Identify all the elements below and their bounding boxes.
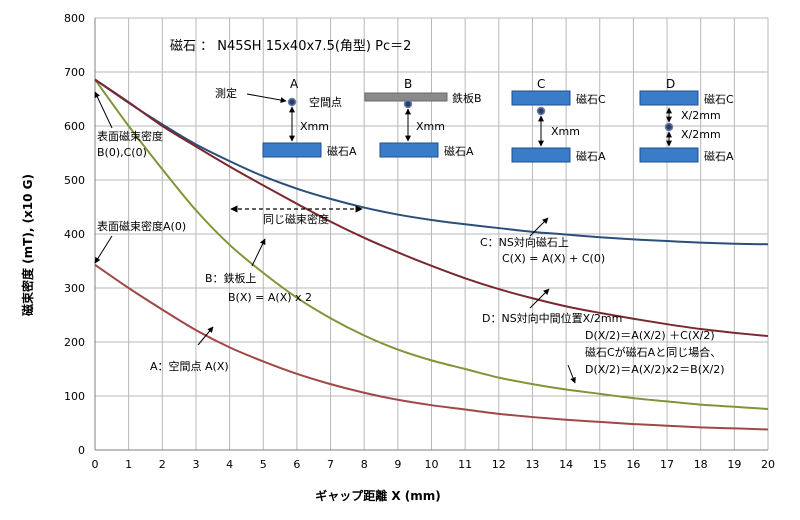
x-tick-label: 4	[226, 458, 233, 471]
x-tick-label: 19	[727, 458, 741, 471]
x-tick-label: 5	[260, 458, 267, 471]
diagram-a-letter: A	[290, 77, 299, 91]
x-tick-label: 6	[293, 458, 300, 471]
d-label-4: D(X/2)＝A(X/2)x2＝B(X/2)	[585, 363, 725, 376]
x-tick-label: 20	[761, 458, 775, 471]
c-label-1: C：NS対向磁石上	[480, 235, 569, 249]
b-label-1: B：鉄板上	[205, 271, 257, 285]
surface-bc-arrow	[94, 91, 113, 129]
diagram-d-top-magnet	[639, 90, 699, 106]
x-tick-label: 12	[492, 458, 506, 471]
chart-title: 磁石 ： N45SH 15x40x7.5(角型) Pc＝2	[170, 39, 411, 54]
diagram-b-magnet	[379, 142, 439, 158]
y-tick-label: 800	[64, 12, 85, 25]
diagram-a-point-label: 空間点	[309, 95, 342, 109]
d-label-2: D(X/2)＝A(X/2) ＋C(X/2)	[585, 329, 715, 342]
d-label-3: 磁石Cが磁石Aと同じ場合、	[585, 345, 721, 359]
diagram-c-point	[536, 106, 546, 116]
x-tick-label: 2	[159, 458, 166, 471]
diagram-a-point	[287, 97, 297, 107]
diagram-b-point	[403, 99, 413, 109]
surface-a-label: 表面磁束密度A(0)	[97, 219, 186, 233]
y-tick-label: 100	[64, 390, 85, 403]
diagram-c-letter: C	[537, 77, 545, 91]
x-tick-label: 14	[559, 458, 573, 471]
y-tick-label: 700	[64, 66, 85, 79]
a-label-arrow	[197, 326, 214, 346]
x-tick-label: 1	[125, 458, 132, 471]
diagram-a-gap: Xmm	[300, 120, 329, 133]
x-tick-label: 13	[525, 458, 539, 471]
x-tick-label: 16	[626, 458, 640, 471]
diagram-b-magnet-label: 磁石A	[444, 145, 474, 158]
y-tick-label: 0	[78, 444, 85, 457]
a-label: A：空間点 A(X)	[150, 359, 229, 373]
diagram-c: C 磁石C Xmm 磁石A	[511, 77, 606, 163]
surface-a-arrow	[94, 235, 113, 264]
x-tick-label: 18	[694, 458, 708, 471]
diagram-a: A 測定 空間点 Xmm 磁石A	[215, 77, 357, 158]
diagram-c-top-label: 磁石C	[576, 93, 606, 106]
diagram-d-gap1: X/2mm	[681, 109, 721, 122]
x-tick-label: 8	[361, 458, 368, 471]
same-density-label: 同じ磁束密度	[263, 212, 329, 226]
surface-bc-label-1: 表面磁束密度	[97, 129, 163, 143]
diagram-b: B 鉄板B Xmm 磁石A	[364, 77, 482, 158]
x-tick-label: 10	[425, 458, 439, 471]
diagram-b-plate-label: 鉄板B	[452, 91, 482, 105]
diagram-b-plate	[364, 92, 448, 102]
diagram-c-magnet-label: 磁石A	[576, 150, 606, 163]
y-tick-label: 400	[64, 228, 85, 241]
diagram-a-magnet	[262, 142, 322, 158]
y-tick-label: 300	[64, 282, 85, 295]
y-tick-label: 500	[64, 174, 85, 187]
diagram-d-magnet	[639, 147, 699, 163]
diagram-c-top-magnet	[511, 90, 571, 106]
b-label-arrow	[251, 238, 266, 267]
diagram-d-gap2: X/2mm	[681, 128, 721, 141]
c-label-arrow	[529, 217, 549, 237]
x-axis-label: ギャップ距離 X (mm)	[315, 488, 441, 503]
x-tick-label: 17	[660, 458, 674, 471]
diagram-a-measure: 測定	[215, 86, 237, 100]
x-tick-label: 15	[593, 458, 607, 471]
diagram-b-gap: Xmm	[416, 120, 445, 133]
diagram-d-letter: D	[666, 77, 675, 91]
x-tick-label: 11	[458, 458, 472, 471]
diagram-c-gap: Xmm	[551, 125, 580, 138]
diagram-c-magnet	[511, 147, 571, 163]
diagram-d: D 磁石C X/2mm X/2mm 磁石A	[639, 77, 734, 163]
diagram-d-top-label: 磁石C	[704, 93, 734, 106]
x-tick-label: 0	[92, 458, 99, 471]
diagram-d-magnet-label: 磁石A	[704, 150, 734, 163]
d-formula-arrow	[567, 364, 576, 384]
diagram-a-measure-arrow	[246, 93, 287, 103]
diagram-b-letter: B	[404, 77, 412, 91]
series-line-d	[94, 78, 769, 338]
y-tick-label: 200	[64, 336, 85, 349]
x-tick-label: 9	[394, 458, 401, 471]
x-tick-label: 7	[327, 458, 334, 471]
diagram-d-point	[664, 122, 674, 132]
d-label-arrow	[529, 288, 550, 309]
c-label-2: C(X) = A(X) + C(0)	[502, 252, 605, 265]
series-line-b	[94, 78, 769, 410]
diagram-a-magnet-label: 磁石A	[327, 145, 357, 158]
x-tick-label: 3	[192, 458, 199, 471]
surface-bc-label-2: B(0),C(0)	[97, 146, 147, 159]
y-tick-labels: 0 100 200 300 400 500 600 700 800	[64, 12, 85, 457]
y-tick-label: 600	[64, 120, 85, 133]
x-tick-labels: 0 1 2 3 4 5 6 7 8 9 10 11 12 13 14 15 16 17 18 19 20	[92, 458, 776, 471]
y-axis-label: 磁束密度 (mT), (x10 G)	[20, 174, 35, 317]
series-line-c	[94, 78, 769, 246]
d-label-1: D：NS対向中間位置X/2mm	[482, 311, 622, 325]
b-label-2: B(X) = A(X) x 2	[228, 291, 312, 304]
